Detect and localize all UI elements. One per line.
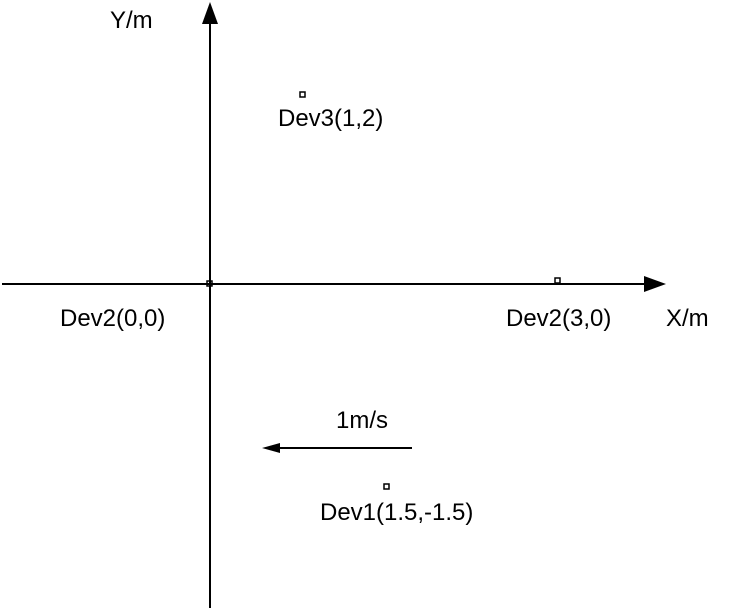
velocity-label: 1m/s xyxy=(336,407,388,434)
x-axis-arrowhead-icon xyxy=(644,276,666,292)
points-group: Dev2(0,0) Dev2(3,0) Dev3(1,2) Dev1(1.5,-1.5… xyxy=(60,92,611,526)
velocity-arrowhead-icon xyxy=(262,443,280,453)
y-axis-label: Y/m xyxy=(110,7,153,34)
x-axis-label: X/m xyxy=(666,305,709,332)
point-label: Dev2(3,0) xyxy=(506,305,611,332)
point-marker xyxy=(555,278,560,283)
point-marker xyxy=(300,92,305,97)
coordinate-diagram: X/m Y/m 1m/s Dev2(0,0) Dev2(3,0) Dev3(1,2)… xyxy=(0,0,754,613)
point-label: Dev2(0,0) xyxy=(60,305,165,332)
point-label: Dev3(1,2) xyxy=(278,105,383,132)
y-axis-arrowhead-icon xyxy=(202,2,218,24)
point-label: Dev1(1.5,-1.5) xyxy=(320,499,473,526)
point-marker xyxy=(384,484,389,489)
